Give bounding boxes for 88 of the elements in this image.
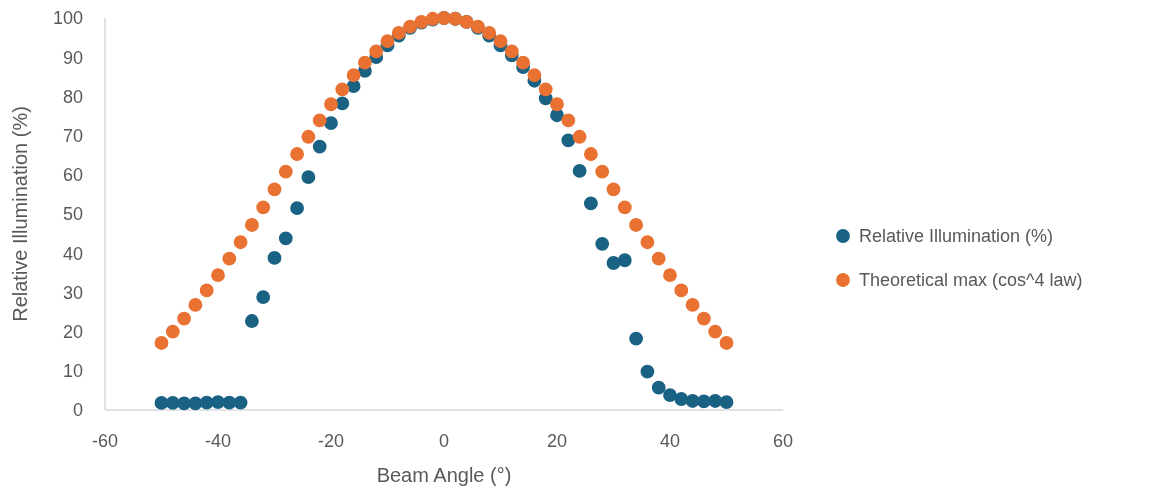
y-tick-label: 30 bbox=[62, 282, 83, 303]
point bbox=[538, 82, 553, 97]
point bbox=[629, 218, 644, 232]
point bbox=[629, 331, 644, 346]
point bbox=[617, 200, 632, 215]
y-tick-label: 40 bbox=[62, 243, 83, 264]
y-tick-label: 70 bbox=[62, 125, 83, 146]
point bbox=[696, 311, 711, 326]
x-tick-label: 20 bbox=[546, 431, 568, 452]
point bbox=[651, 251, 666, 266]
point bbox=[369, 44, 384, 59]
point bbox=[708, 394, 723, 408]
point bbox=[256, 290, 271, 304]
point bbox=[177, 311, 192, 326]
y-tick-label: 20 bbox=[62, 321, 83, 342]
point bbox=[335, 82, 350, 97]
x-tick-label: 0 bbox=[438, 431, 450, 452]
point bbox=[651, 380, 666, 395]
point bbox=[278, 164, 293, 179]
point bbox=[267, 182, 282, 197]
point bbox=[267, 251, 282, 265]
point bbox=[312, 113, 327, 128]
point bbox=[674, 392, 689, 406]
point bbox=[380, 34, 395, 49]
point bbox=[640, 235, 655, 250]
x-tick-label: -40 bbox=[204, 431, 232, 452]
point bbox=[165, 324, 180, 339]
legend-label: Theoretical max (cos^4 law) bbox=[859, 270, 1083, 291]
point bbox=[606, 256, 621, 270]
y-tick-label: 100 bbox=[52, 8, 83, 29]
point bbox=[324, 97, 338, 112]
point bbox=[674, 283, 689, 298]
point bbox=[719, 395, 734, 410]
point bbox=[595, 236, 610, 251]
y-tick-label: 50 bbox=[62, 204, 83, 225]
x-axis-title: Beam Angle (°) bbox=[376, 464, 512, 486]
point bbox=[278, 231, 293, 246]
point bbox=[211, 395, 225, 410]
point bbox=[324, 116, 338, 130]
point bbox=[583, 147, 598, 161]
point bbox=[199, 283, 214, 298]
point bbox=[244, 218, 259, 232]
point bbox=[233, 395, 248, 410]
point bbox=[301, 129, 316, 144]
point bbox=[290, 147, 305, 161]
point bbox=[583, 196, 598, 211]
point bbox=[516, 55, 531, 70]
point bbox=[685, 298, 700, 312]
y-tick-label: 10 bbox=[62, 361, 83, 382]
y-axis-title: Relative Illumination (%) bbox=[9, 106, 31, 322]
y-tick-label: 60 bbox=[62, 165, 83, 186]
point bbox=[222, 251, 237, 266]
x-tick-label: 40 bbox=[659, 431, 681, 452]
y-tick-label: 80 bbox=[62, 86, 83, 107]
legend-label: Relative Illumination (%) bbox=[859, 226, 1054, 247]
point bbox=[211, 268, 225, 283]
point bbox=[290, 201, 305, 216]
x-tick-label: 60 bbox=[772, 431, 794, 452]
point bbox=[572, 129, 587, 144]
point bbox=[561, 113, 576, 128]
point bbox=[595, 164, 610, 179]
point bbox=[493, 34, 508, 49]
point bbox=[663, 268, 677, 283]
point bbox=[527, 68, 542, 83]
point bbox=[550, 97, 564, 112]
point bbox=[708, 324, 723, 339]
point bbox=[357, 55, 372, 70]
point bbox=[572, 163, 587, 178]
point bbox=[617, 253, 632, 268]
point bbox=[177, 396, 192, 411]
point bbox=[233, 235, 248, 250]
point bbox=[256, 200, 271, 215]
point bbox=[606, 182, 621, 197]
x-tick-label: -20 bbox=[317, 431, 345, 452]
point bbox=[504, 44, 519, 59]
point bbox=[301, 170, 316, 185]
point bbox=[312, 139, 327, 154]
point bbox=[719, 336, 734, 350]
y-tick-label: 90 bbox=[62, 47, 83, 68]
point bbox=[561, 133, 576, 148]
point bbox=[188, 298, 203, 312]
x-tick-label: -60 bbox=[91, 431, 119, 452]
point bbox=[663, 388, 677, 402]
point bbox=[244, 314, 259, 328]
y-tick-label: 0 bbox=[72, 400, 83, 421]
point bbox=[154, 336, 169, 350]
point bbox=[640, 364, 655, 379]
point bbox=[346, 68, 361, 83]
